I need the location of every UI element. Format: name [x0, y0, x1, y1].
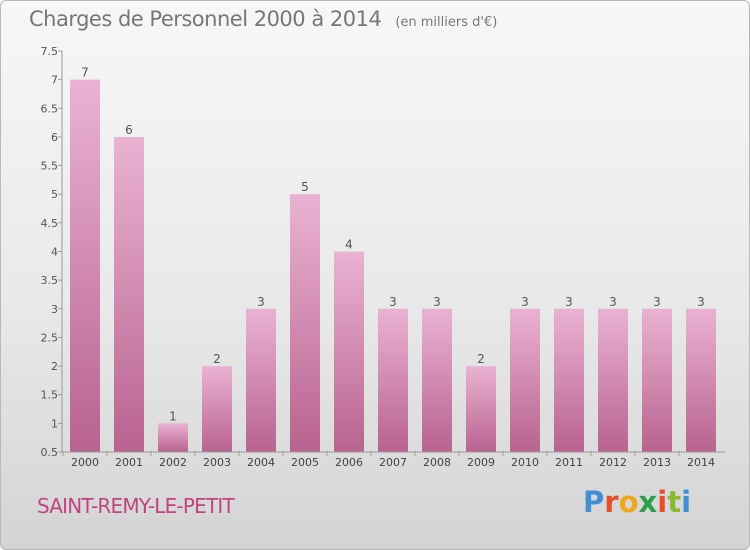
bar-value-label: 1	[169, 409, 177, 423]
bar	[202, 366, 232, 452]
y-tick-label: 4.5	[41, 217, 59, 230]
bar	[510, 308, 540, 452]
x-tick-label: 2005	[291, 456, 319, 469]
logo-letter: t	[667, 485, 682, 519]
x-axis: 2000 2001 2002 2003 2004 2005 2006 2007 2008 2009…	[62, 451, 725, 469]
y-tick-label: 2.5	[41, 331, 59, 344]
x-tick-label: 2002	[159, 456, 187, 469]
y-tick-label: 7.5	[41, 45, 59, 58]
y-tick-label: 1.5	[41, 389, 59, 402]
logo-letter: i	[657, 485, 668, 519]
bar-value-label: 5	[301, 180, 309, 194]
chart-title-text: Charges de Personnel 2000 à 2014	[29, 7, 382, 31]
chart-unit: (en milliers d'€)	[395, 15, 498, 30]
y-tick-label: 1	[51, 417, 58, 430]
bar-value-label: 7	[81, 66, 89, 80]
bar-value-label: 3	[389, 295, 397, 309]
bar-value-label: 3	[697, 295, 705, 309]
x-tick-label: 2007	[379, 456, 407, 469]
x-tick-label: 2013	[643, 456, 671, 469]
bar-value-label: 2	[477, 352, 485, 366]
y-tick-label: 0.5	[41, 446, 59, 459]
bar	[422, 308, 452, 452]
bar	[598, 308, 628, 452]
logo-letter: i	[681, 485, 692, 519]
bar	[378, 308, 408, 452]
bar-value-label: 3	[653, 295, 661, 309]
x-tick-label: 2006	[335, 456, 363, 469]
city-name: SAINT-REMY-LE-PETIT	[37, 494, 235, 518]
x-tick-label: 2014	[687, 456, 715, 469]
bar	[554, 308, 584, 452]
bar-value-label: 6	[125, 123, 133, 137]
logo-letter: r	[604, 485, 619, 519]
x-tick-label: 2001	[115, 456, 143, 469]
x-tick-label: 2004	[247, 456, 275, 469]
x-tick-label: 2012	[599, 456, 627, 469]
x-tick-label: 2008	[423, 456, 451, 469]
bar	[466, 366, 496, 452]
x-tick-label: 2011	[555, 456, 583, 469]
y-tick-label: 6	[51, 131, 58, 144]
bar-value-label: 3	[433, 295, 441, 309]
chart-title: Charges de Personnel 2000 à 2014 (en mill…	[29, 7, 497, 31]
bar-value-label: 3	[609, 295, 617, 309]
logo-letter: o	[618, 485, 639, 519]
bar-value-label: 3	[565, 295, 573, 309]
y-tick-label: 4	[51, 246, 58, 259]
x-tick-label: 2010	[511, 456, 539, 469]
bar-value-label: 3	[257, 295, 265, 309]
bar	[290, 194, 320, 452]
bar	[334, 251, 364, 452]
bars: 7 6 1 2 3 5 4 3 3 2 3 3 3 3 3	[70, 66, 716, 453]
bar	[158, 423, 188, 452]
bar-value-label: 4	[345, 238, 353, 252]
y-tick-label: 3	[51, 303, 58, 316]
bar	[246, 308, 276, 452]
y-tick-label: 7	[51, 74, 58, 87]
y-tick-label: 5.5	[41, 160, 59, 173]
x-tick-label: 2009	[467, 456, 495, 469]
proxiti-logo: Proxiti	[583, 485, 691, 519]
x-tick-label: 2000	[71, 456, 99, 469]
bar	[686, 308, 716, 452]
y-tick-label: 5	[51, 188, 58, 201]
y-tick-label: 6.5	[41, 102, 59, 115]
bar-value-label: 2	[213, 352, 221, 366]
logo-letter: P	[583, 485, 605, 519]
bar	[642, 308, 672, 452]
bar	[114, 136, 144, 452]
y-axis: 0.5 1 1.5 2 2.5 3 3.5 4 4.5 5 5.5 6 6.5 7 7.5	[41, 45, 63, 459]
x-tick-label: 2003	[203, 456, 231, 469]
logo-letter: x	[638, 485, 658, 519]
bar	[70, 79, 100, 453]
y-tick-label: 3.5	[41, 274, 59, 287]
y-tick-label: 2	[51, 360, 58, 373]
bar-value-label: 3	[521, 295, 529, 309]
